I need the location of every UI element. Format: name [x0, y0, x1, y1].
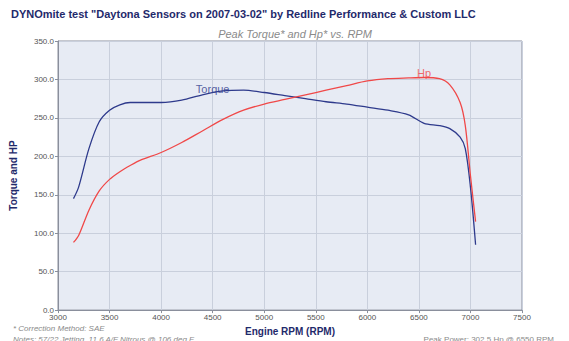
svg-text:Torque: Torque — [196, 83, 230, 95]
svg-text:7000: 7000 — [462, 313, 480, 322]
svg-text:* Correction Method: SAE: * Correction Method: SAE — [13, 324, 105, 333]
svg-text:Engine RPM (RPM): Engine RPM (RPM) — [245, 326, 335, 337]
svg-text:150.0: 150.0 — [34, 190, 55, 199]
svg-text:6000: 6000 — [358, 313, 376, 322]
svg-text:7500: 7500 — [513, 313, 531, 322]
svg-text:50.0: 50.0 — [38, 267, 54, 276]
svg-text:200.0: 200.0 — [34, 152, 55, 161]
svg-text:5000: 5000 — [255, 313, 273, 322]
svg-text:100.0: 100.0 — [34, 229, 55, 238]
svg-text:6500: 6500 — [410, 313, 428, 322]
svg-text:Hp: Hp — [417, 67, 431, 79]
svg-text:5500: 5500 — [307, 313, 325, 322]
svg-text:250.0: 250.0 — [34, 113, 55, 122]
svg-text:0.0: 0.0 — [42, 305, 54, 315]
svg-text:Torque and HP: Torque and HP — [8, 140, 19, 211]
svg-text:4000: 4000 — [152, 313, 170, 322]
svg-text:350.0: 350.0 — [34, 37, 55, 46]
svg-text:Peak Torque* and Hp* vs. RPM: Peak Torque* and Hp* vs. RPM — [218, 28, 373, 40]
svg-text:Peak Power: 302.5 Hp @ 6550 RP: Peak Power: 302.5 Hp @ 6550 RPM — [424, 335, 555, 341]
svg-text:Notes: 57/22 Jetting 11.6 A/F: Notes: 57/22 Jetting 11.6 A/F Nitrous @ … — [13, 335, 195, 341]
svg-text:4500: 4500 — [204, 313, 222, 322]
svg-text:DYNOmite test "Daytona Sensors: DYNOmite test "Daytona Sensors on 2007-0… — [11, 8, 476, 20]
svg-text:300.0: 300.0 — [34, 75, 55, 84]
svg-text:3000: 3000 — [49, 313, 67, 322]
svg-text:3500: 3500 — [101, 313, 119, 322]
